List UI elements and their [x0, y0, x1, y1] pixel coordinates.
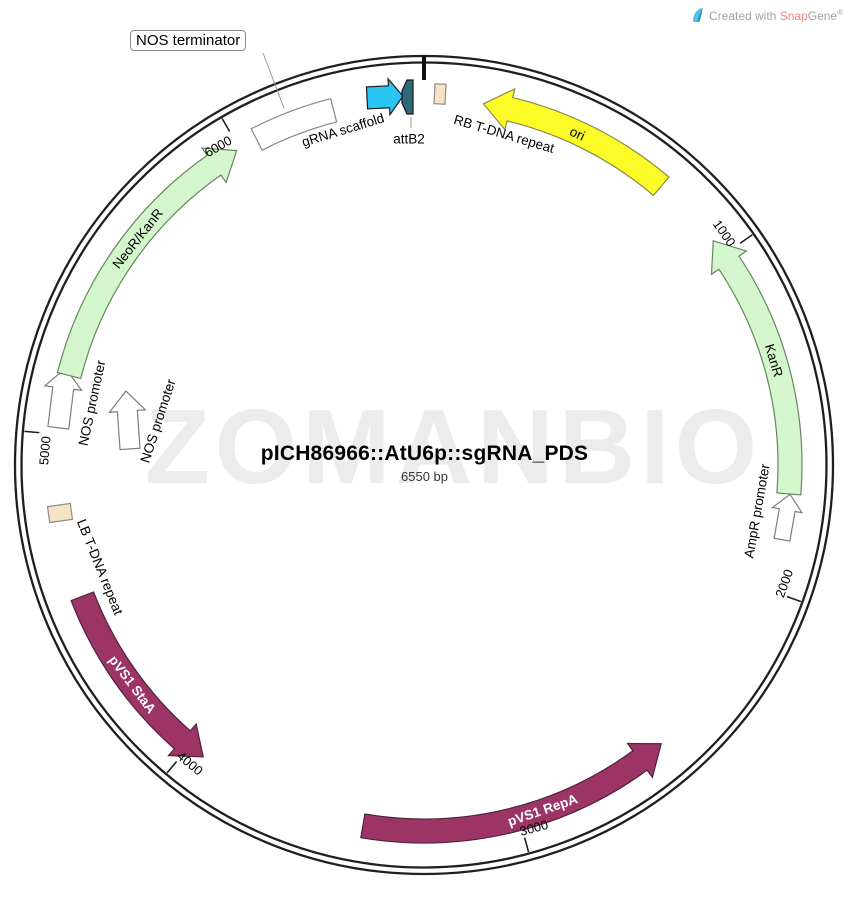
feature-callout-nos-terminator: NOS terminator: [130, 30, 247, 51]
feature-nos_terminator: [250, 97, 338, 151]
snapgene-logo-icon: [693, 7, 703, 22]
feature-lb_tdna: [46, 502, 74, 524]
feature-label-ori: ori: [567, 124, 587, 144]
feature-attb2: [401, 79, 414, 115]
feature-nos_promoter_b: [108, 390, 147, 451]
tick-mark-6000: [221, 118, 231, 132]
backbone-outer-ring: [13, 54, 835, 876]
tick-mark-5000: [24, 430, 40, 434]
feature-pvs1_repa: [360, 742, 662, 844]
brand-snap: Snap: [779, 8, 808, 23]
feature-pvs1_staa: [70, 591, 204, 758]
brand-gene: Gene: [807, 8, 838, 23]
feature-label-ampr_promoter: AmpR promoter: [741, 462, 772, 559]
registered-mark: ®: [837, 7, 843, 17]
leader-line-nos_terminator: [262, 52, 285, 109]
tick-mark-2000: [786, 595, 802, 603]
credit-text: Created with SnapGene®: [708, 7, 843, 23]
tick-mark-4000: [166, 760, 178, 774]
feature-nos_promoter_a: [43, 367, 83, 430]
watermark-text: ZOMANBIO: [145, 388, 763, 506]
tick-mark-1000: [739, 234, 753, 245]
feature-ori: [482, 87, 670, 197]
tick-label-3000: 3000: [518, 817, 550, 839]
tick-mark-3000: [523, 837, 530, 853]
feature-label-pvs1_staa: pVS1 StaA: [106, 653, 159, 717]
credit-bar: Created with SnapGene®: [691, 7, 843, 23]
feature-label-attb2: attB2: [393, 132, 425, 147]
feature-ampr_promoter: [770, 493, 804, 542]
tick-label-2000: 2000: [772, 567, 796, 599]
feature-kanr: [710, 239, 803, 496]
feature-grna_scaffold: [365, 77, 404, 117]
feature-label-neor_kanr: NeoR/KanR: [109, 206, 166, 272]
tick-label-5000: 5000: [36, 436, 53, 466]
feature-neor_kanr: [56, 147, 238, 380]
feature-label-nos_promoter_b: NOS promoter: [137, 377, 178, 465]
feature-rb_tdna: [433, 83, 447, 105]
backbone-inner-ring: [20, 61, 828, 869]
